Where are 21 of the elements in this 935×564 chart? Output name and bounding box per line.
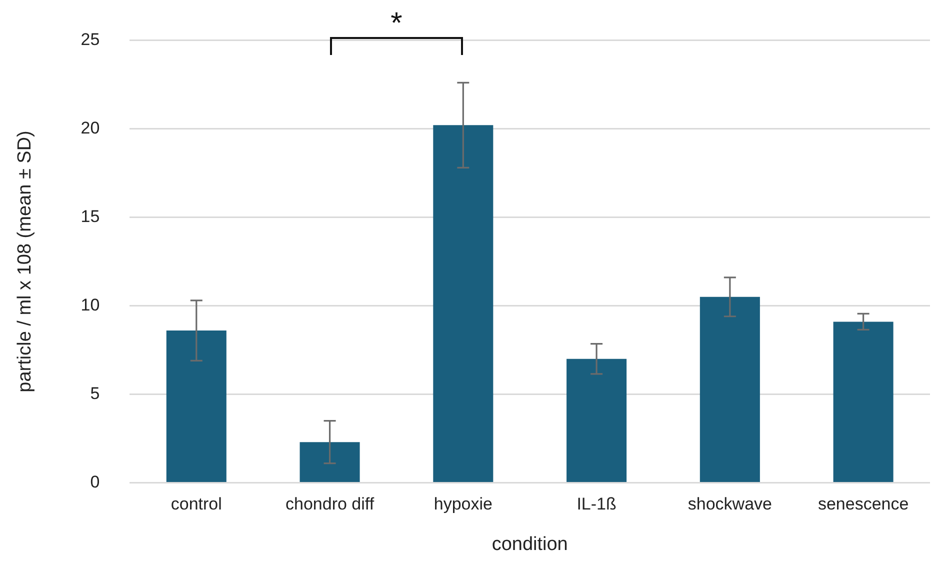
y-tick-label: 0 — [90, 472, 100, 492]
y-tick-label: 25 — [80, 30, 100, 49]
x-tick-label: IL-1ß — [576, 494, 616, 514]
y-tick-label: 5 — [90, 384, 100, 403]
bar — [433, 125, 494, 482]
x-tick-label: hypoxie — [434, 494, 492, 514]
y-axis-title: particle / ml x 108 (mean ± SD) — [14, 130, 36, 392]
bar — [700, 296, 760, 482]
y-tick-label: 15 — [80, 206, 100, 226]
x-tick-label: shockwave — [688, 494, 772, 514]
x-tick-label: senescence — [818, 494, 909, 514]
bar — [166, 330, 226, 482]
y-tick-label: 10 — [80, 295, 100, 314]
bar — [300, 442, 360, 482]
x-tick-label: control — [170, 494, 222, 514]
y-tick-label: 20 — [80, 118, 100, 138]
bar — [566, 358, 627, 482]
x-axis-title: condition — [492, 534, 568, 555]
bar — [833, 322, 894, 482]
x-tick-label: chondro diff — [286, 494, 374, 514]
text: * — [390, 7, 402, 42]
